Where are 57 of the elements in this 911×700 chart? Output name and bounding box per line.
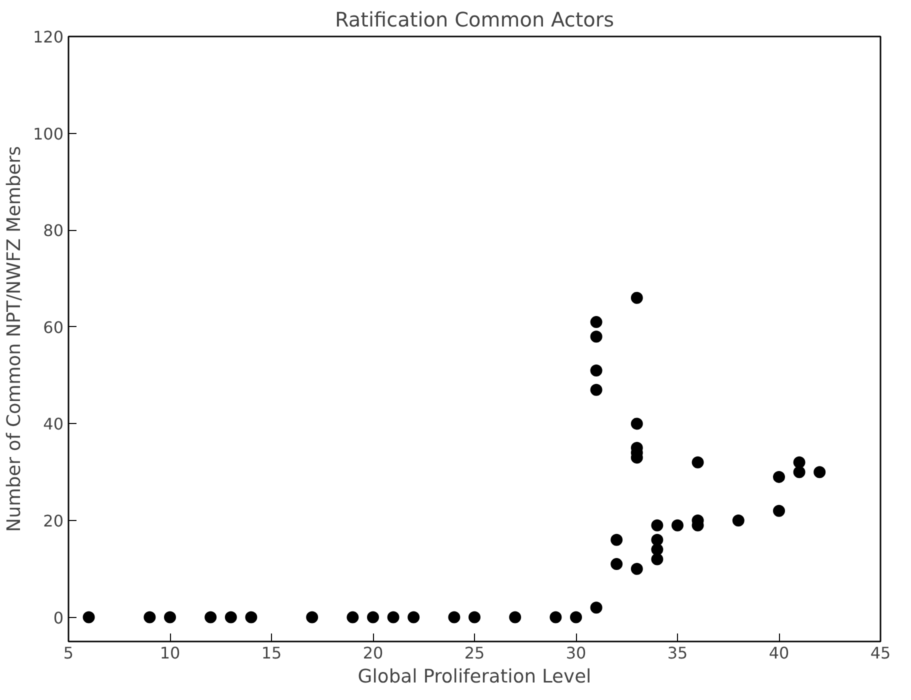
point bbox=[793, 466, 806, 478]
x-tick-label: 15 bbox=[261, 644, 282, 662]
y-axis-title: Number of Common NPT/NWFZ Members bbox=[4, 146, 25, 532]
point bbox=[651, 534, 664, 546]
point bbox=[793, 456, 806, 468]
x-tick-label: 40 bbox=[768, 644, 790, 662]
point bbox=[408, 611, 420, 624]
y-tick-label: 120 bbox=[32, 28, 64, 46]
point bbox=[245, 611, 258, 624]
point bbox=[144, 611, 156, 624]
point bbox=[590, 384, 602, 396]
point bbox=[448, 611, 460, 624]
point bbox=[590, 330, 602, 343]
point bbox=[590, 364, 602, 376]
point bbox=[610, 558, 623, 570]
y-tick-label: 20 bbox=[43, 512, 64, 530]
point bbox=[590, 602, 602, 614]
point bbox=[306, 611, 318, 624]
point bbox=[773, 504, 785, 517]
point bbox=[672, 519, 684, 532]
point bbox=[367, 611, 379, 624]
point bbox=[630, 562, 643, 575]
x-tick-label: 20 bbox=[362, 644, 384, 662]
point bbox=[651, 553, 664, 566]
point bbox=[773, 470, 785, 483]
point bbox=[550, 611, 562, 624]
point bbox=[570, 611, 582, 624]
x-tick-label: 5 bbox=[63, 644, 74, 662]
point bbox=[224, 611, 237, 624]
point bbox=[630, 418, 643, 430]
point bbox=[732, 514, 744, 526]
point bbox=[468, 611, 480, 624]
x-tick-label: 30 bbox=[566, 644, 586, 662]
point bbox=[509, 611, 522, 624]
y-tick-label: 80 bbox=[43, 221, 64, 240]
point bbox=[651, 544, 664, 556]
point bbox=[164, 611, 176, 624]
point bbox=[630, 292, 643, 304]
y-tick-label: 100 bbox=[32, 124, 64, 144]
y-tick-label: 60 bbox=[43, 318, 64, 337]
point bbox=[651, 519, 664, 532]
point bbox=[814, 466, 826, 478]
y-tick-label: 40 bbox=[43, 414, 64, 434]
point bbox=[610, 534, 623, 546]
point bbox=[346, 611, 359, 624]
point bbox=[692, 456, 704, 468]
point bbox=[387, 611, 400, 624]
x-tick-label: 10 bbox=[160, 644, 180, 662]
x-tick-label: 35 bbox=[667, 644, 688, 662]
x-tick-label: 45 bbox=[870, 644, 891, 662]
y-tick-label: 0 bbox=[53, 608, 64, 628]
chart-title: Ratification Common Actors bbox=[334, 8, 614, 32]
point bbox=[590, 316, 602, 328]
point bbox=[82, 611, 95, 624]
x-axis-title: Global Proliferation Level bbox=[358, 666, 592, 688]
x-tick-label: 25 bbox=[464, 644, 485, 662]
point bbox=[204, 611, 217, 624]
